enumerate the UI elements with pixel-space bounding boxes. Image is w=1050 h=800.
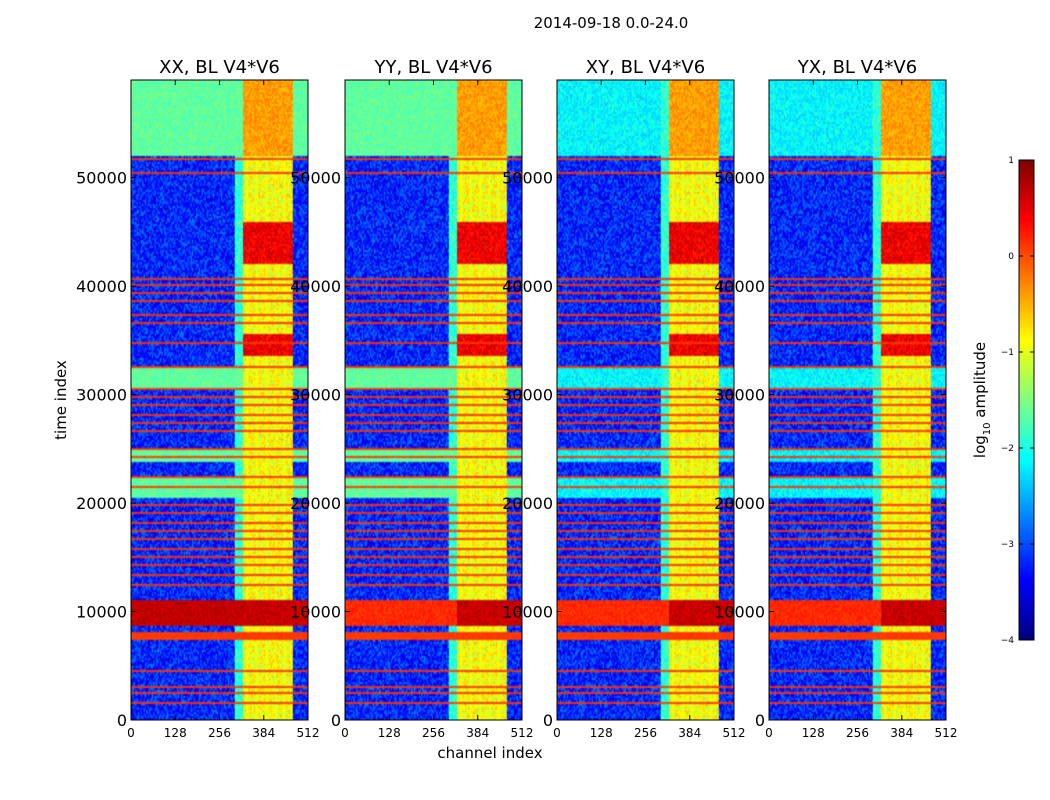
- y-tick-label: 50000: [714, 169, 765, 188]
- y-tick-label: 40000: [502, 277, 553, 296]
- x-tick-label: 384: [678, 726, 701, 740]
- panel-yx-heatmap: [769, 80, 946, 720]
- x-tick-label: 0: [127, 726, 135, 740]
- colorbar: −4 −3 −2 −1 0 1 log10 amplitude: [971, 156, 1035, 646]
- colorbar-tick-label: −4: [1001, 636, 1015, 646]
- x-tick-label: 512: [297, 726, 320, 740]
- figure-title: 2014-09-18 0.0-24.0: [534, 14, 689, 32]
- colorbar-label-sub: 10: [982, 422, 993, 435]
- x-tick-label: 0: [341, 726, 349, 740]
- y-tick-label: 0: [755, 711, 765, 730]
- panel-xy-heatmap: [557, 80, 734, 720]
- y-tick-label: 20000: [502, 494, 553, 513]
- y-tick-label: 10000: [290, 603, 341, 622]
- x-tick-label: 128: [802, 726, 825, 740]
- x-tick-label: 512: [723, 726, 746, 740]
- y-tick-label: 10000: [76, 603, 127, 622]
- colorbar-tick-label: −1: [1001, 348, 1014, 358]
- y-tick-label: 50000: [290, 169, 341, 188]
- y-tick-label: 20000: [76, 494, 127, 513]
- colorbar-frame: [1018, 159, 1035, 641]
- y-tick-label: 50000: [502, 169, 553, 188]
- x-tick-label: 128: [590, 726, 613, 740]
- panel-xy: XY, BL V4*V6: [556, 57, 735, 721]
- x-tick-label: 128: [378, 726, 401, 740]
- x-tick-label: 512: [511, 726, 534, 740]
- panel-xx-heatmap: [131, 80, 308, 720]
- y-tick-label: 30000: [76, 386, 127, 405]
- x-tick-label: 0: [765, 726, 773, 740]
- colorbar-label-main: log: [971, 435, 989, 458]
- colorbar-label: log10 amplitude: [971, 342, 993, 458]
- x-tick-label: 256: [634, 726, 657, 740]
- colorbar-gradient: [1019, 160, 1034, 640]
- y-tick-label: 20000: [714, 494, 765, 513]
- colorbar-tick-label: −3: [1001, 540, 1014, 550]
- colorbar-tick-label: −2: [1001, 444, 1014, 454]
- y-tick-label: 40000: [714, 277, 765, 296]
- y-tick-label: 40000: [290, 277, 341, 296]
- y-tick-label: 30000: [290, 386, 341, 405]
- y-tick-label: 0: [543, 711, 553, 730]
- panel-xx: XX, BL V4*V6: [130, 57, 309, 721]
- x-tick-label: 384: [466, 726, 489, 740]
- panel-xy-title: XY, BL V4*V6: [586, 57, 705, 78]
- y-tick-label: 40000: [76, 277, 127, 296]
- panel-xx-title: XX, BL V4*V6: [159, 57, 280, 78]
- x-tick-label: 256: [422, 726, 445, 740]
- panel-yy-heatmap: [345, 80, 522, 720]
- panel-yx-title: YX, BL V4*V6: [797, 57, 917, 78]
- x-tick-label: 0: [553, 726, 561, 740]
- colorbar-tick-label: 0: [1008, 252, 1014, 262]
- y-tick-label: 10000: [714, 603, 765, 622]
- x-axis-label: channel index: [437, 744, 542, 762]
- y-axis-label: time index: [52, 360, 70, 440]
- colorbar-label-rest: amplitude: [971, 342, 989, 423]
- x-tick-label: 256: [208, 726, 231, 740]
- y-tick-label: 20000: [290, 494, 341, 513]
- colorbar-tick-label: 1: [1008, 156, 1014, 166]
- x-tick-label: 256: [846, 726, 869, 740]
- colorbar-ticks: −4 −3 −2 −1 0 1: [1001, 156, 1034, 646]
- panel-yx: YX, BL V4*V6: [768, 57, 947, 721]
- y-tick-label: 30000: [714, 386, 765, 405]
- y-tick-label: 0: [117, 711, 127, 730]
- x-tick-label: 512: [935, 726, 958, 740]
- panel-yy: YY, BL V4*V6: [344, 57, 523, 721]
- y-tick-label: 50000: [76, 169, 127, 188]
- x-tick-label: 384: [252, 726, 275, 740]
- x-tick-label: 128: [164, 726, 187, 740]
- panel-yy-title: YY, BL V4*V6: [373, 57, 492, 78]
- y-tick-label: 10000: [502, 603, 553, 622]
- x-tick-label: 384: [890, 726, 913, 740]
- y-tick-label: 0: [331, 711, 341, 730]
- y-tick-label: 30000: [502, 386, 553, 405]
- axis-ticks: 0 128 256 384 512 0 10000 20000 30000 40000 50000 0…: [76, 80, 957, 740]
